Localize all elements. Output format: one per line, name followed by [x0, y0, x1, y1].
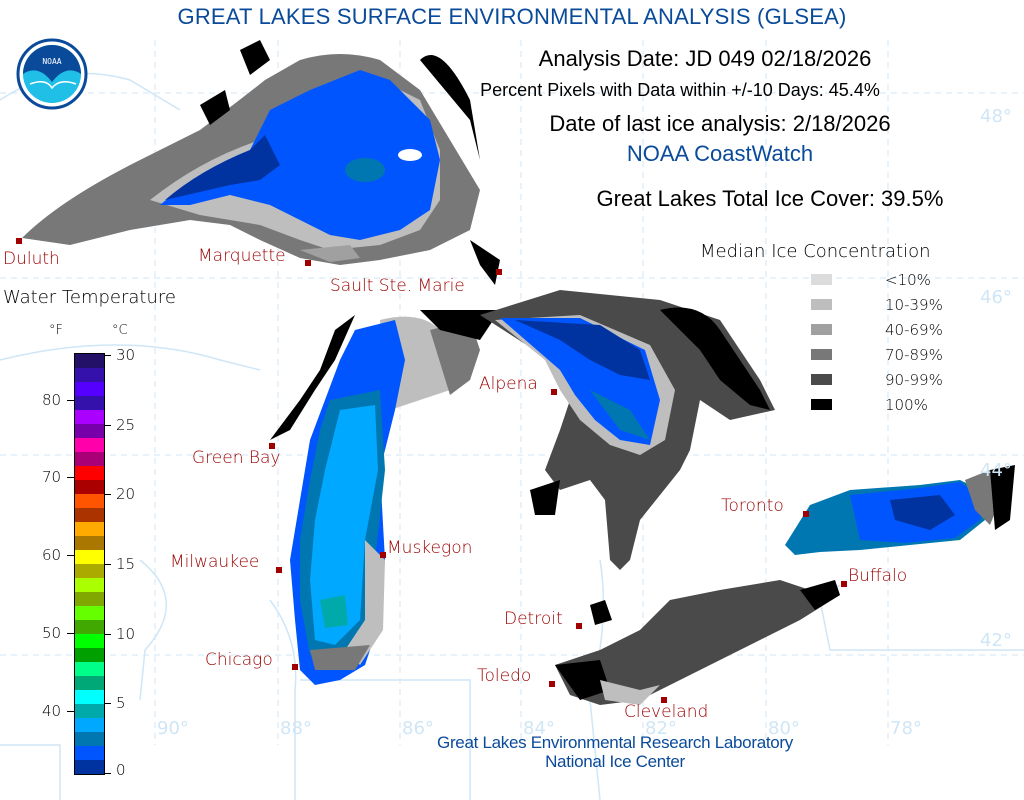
total-ice-cover: Great Lakes Total Ice Cover: 39.5% [596, 186, 944, 211]
city-marker-icon [549, 681, 555, 687]
city-marker-icon [16, 238, 22, 244]
ice-label: <10% [885, 270, 931, 289]
ice-label: 90-99% [885, 370, 943, 389]
c-tick: 0 [116, 761, 126, 779]
analysis-date: Analysis Date: JD 049 02/18/2026 [538, 46, 872, 71]
lon-label: 88° [280, 718, 312, 739]
ice-swatch [811, 299, 832, 310]
city-label-green-bay: Green Bay [192, 448, 281, 468]
city-label-toronto: Toronto [721, 496, 784, 516]
ice-legend-item: 40-69% [700, 317, 943, 342]
city-marker-icon [496, 269, 502, 275]
lon-label: 82° [645, 718, 677, 739]
city-label-toledo: Toledo [477, 666, 532, 686]
noaa-logo: NOAA [16, 38, 88, 110]
f-tick: 80 [42, 391, 62, 409]
lon-label: 86° [402, 718, 434, 739]
city-marker-icon [292, 664, 298, 670]
c-tick: 15 [116, 555, 136, 573]
ice-legend-item: 70-89% [700, 342, 943, 367]
city-label-detroit: Detroit [504, 609, 563, 629]
city-marker-icon [380, 552, 386, 558]
temperature-colorbar [74, 353, 105, 775]
ice-legend-title: Median Ice Concentration [700, 241, 931, 262]
city-label-sault-ste-marie: Sault Ste. Marie [330, 276, 465, 296]
city-marker-icon [661, 697, 667, 703]
c-tick: 20 [116, 485, 136, 503]
ice-legend-item: 100% [700, 392, 943, 417]
ice-swatch [811, 399, 832, 410]
city-label-milwaukee: Milwaukee [170, 552, 260, 572]
city-label-duluth: Duluth [3, 249, 60, 269]
noaa-logo-text: NOAA [42, 57, 61, 66]
ice-swatch [811, 274, 832, 285]
percent-pixels: Percent Pixels with Data within +/-10 Da… [480, 80, 880, 100]
ice-legend-item: <10% [700, 267, 943, 292]
last-ice-analysis: Date of last ice analysis: 2/18/2026 [549, 111, 891, 136]
c-tick: 25 [116, 416, 136, 434]
lon-label: 78° [890, 718, 922, 739]
city-label-buffalo: Buffalo [848, 566, 908, 586]
city-marker-icon [576, 623, 582, 629]
unit-c: °C [112, 323, 128, 338]
city-marker-icon [841, 581, 847, 587]
ice-swatch [811, 349, 832, 360]
lat-label: 44° [980, 460, 1012, 481]
footer-ice-center: National Ice Center [545, 752, 685, 771]
city-label-marquette: Marquette [198, 246, 286, 266]
lon-label: 84° [523, 718, 555, 739]
ice-label: 10-39% [885, 295, 943, 314]
ice-label: 40-69% [885, 320, 943, 339]
lat-label: 42° [980, 630, 1012, 651]
unit-f: °F [49, 323, 63, 338]
f-tick: 40 [42, 702, 62, 720]
ice-legend: Median Ice Concentration <10% 10-39% 40-… [700, 241, 943, 417]
city-label-chicago: Chicago [205, 650, 273, 670]
city-label-cleveland: Cleveland [624, 702, 709, 722]
lat-label: 48° [980, 106, 1012, 127]
temp-legend-title: Water Temperature [3, 287, 176, 308]
footer-lab: Great Lakes Environmental Research Labor… [437, 733, 793, 752]
f-tick: 50 [42, 624, 62, 642]
lat-label: 46° [980, 287, 1012, 308]
city-marker-icon [276, 567, 282, 573]
f-tick: 70 [42, 468, 62, 486]
c-tick: 30 [116, 346, 136, 364]
source-label: NOAA CoastWatch [626, 141, 814, 166]
city-marker-icon [269, 443, 275, 449]
f-tick: 60 [42, 546, 62, 564]
lon-label: 80° [768, 718, 800, 739]
city-marker-icon [305, 260, 311, 266]
ice-swatch [811, 374, 832, 385]
ice-label: 100% [885, 395, 928, 414]
page-title: GREAT LAKES SURFACE ENVIRONMENTAL ANALYS… [177, 4, 847, 29]
city-marker-icon [551, 389, 557, 395]
ice-legend-item: 10-39% [700, 292, 943, 317]
c-tick: 5 [116, 694, 126, 712]
c-tick: 10 [116, 625, 136, 643]
ice-label: 70-89% [885, 345, 943, 364]
lon-label: 90° [157, 718, 189, 739]
city-marker-icon [803, 511, 809, 517]
city-label-alpena: Alpena [479, 374, 538, 394]
ice-legend-item: 90-99% [700, 367, 943, 392]
ice-swatch [811, 324, 832, 335]
city-label-muskegon: Muskegon [387, 538, 473, 558]
